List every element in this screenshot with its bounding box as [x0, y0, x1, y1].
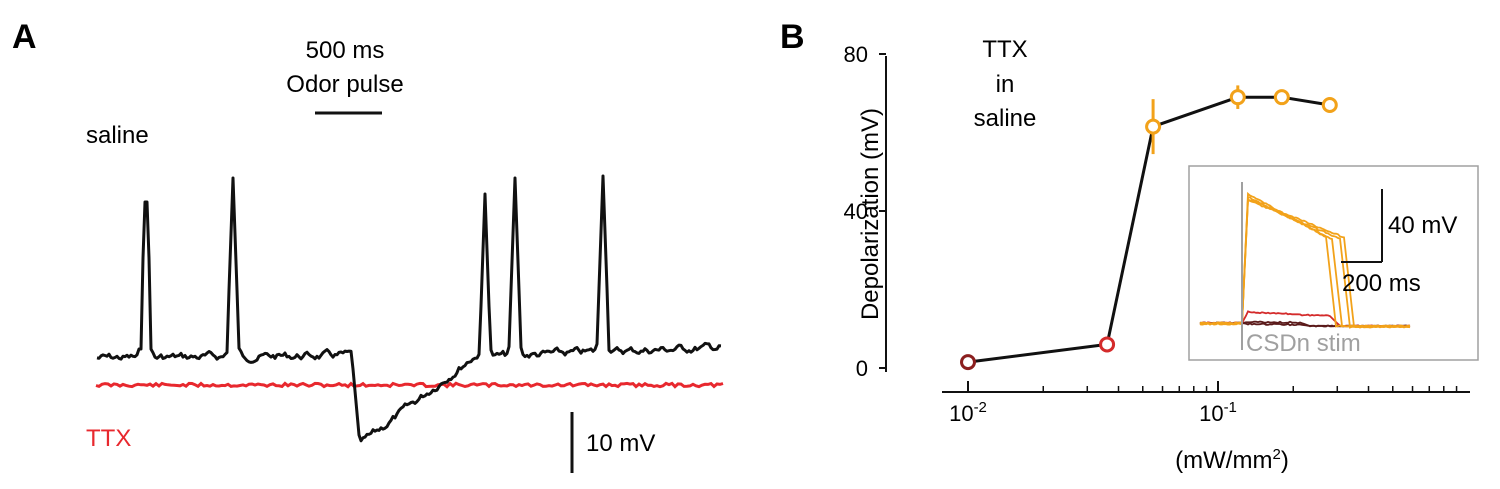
- saline-trace: [96, 174, 722, 443]
- voltage-scale-label: 10 mV: [586, 430, 655, 457]
- data-point: [1273, 89, 1290, 106]
- inset-scale-y-label: 40 mV: [1388, 212, 1457, 239]
- x-axis-label-close: ): [1281, 447, 1289, 474]
- x-axis-label: (mW/mm2): [1175, 446, 1289, 474]
- x-tick-label: 10-1: [1199, 399, 1237, 426]
- data-point: [1229, 89, 1246, 106]
- ttx-trace: [95, 381, 724, 389]
- x-tick-label: 10-2: [949, 399, 987, 426]
- x-minor-ticks: [1042, 386, 1458, 392]
- odor-scale-value: 500 ms: [306, 37, 385, 64]
- trace-saline-label: saline: [86, 122, 149, 149]
- x-tick-exponent: -1: [1224, 399, 1237, 416]
- y-ticks: 0 40 80: [844, 42, 886, 381]
- data-markers: [960, 85, 1338, 371]
- trace-ttx-label: TTX: [86, 425, 131, 452]
- odor-scale-label: Odor pulse: [286, 71, 403, 98]
- x-tick-base: 10: [949, 401, 973, 426]
- data-point: [960, 354, 976, 371]
- data-point: [1321, 97, 1338, 114]
- y-tick-label: 0: [856, 356, 868, 381]
- panel-b-label: B: [780, 18, 805, 56]
- inset-frame: [1188, 165, 1479, 361]
- y-tick-label: 40: [844, 199, 868, 224]
- inset-traces: [1199, 191, 1411, 329]
- data-point: [1099, 336, 1116, 353]
- x-axis-label-sup: 2: [1272, 446, 1280, 463]
- y-tick-label: 80: [844, 42, 868, 67]
- data-point: [1145, 118, 1162, 135]
- x-ticks: 10-210-110: [949, 381, 1237, 426]
- annotation-line-2: in: [996, 71, 1015, 98]
- annotation-line-1: TTX: [982, 36, 1027, 63]
- x-tick-exponent: -2: [974, 399, 987, 416]
- inset-trace: [1199, 198, 1411, 329]
- x-tick-base: 10: [1199, 401, 1223, 426]
- series-line: [967, 95, 1331, 364]
- x-axis-label-main: (mW/mm: [1175, 447, 1272, 474]
- inset-stim-label: CSDn stim: [1246, 330, 1361, 357]
- y-axis-label: Depolarization (mV): [857, 108, 884, 320]
- inset-scale-x-label: 200 ms: [1342, 270, 1421, 297]
- annotation-line-3: saline: [974, 105, 1037, 132]
- panel-a-label: A: [12, 18, 37, 56]
